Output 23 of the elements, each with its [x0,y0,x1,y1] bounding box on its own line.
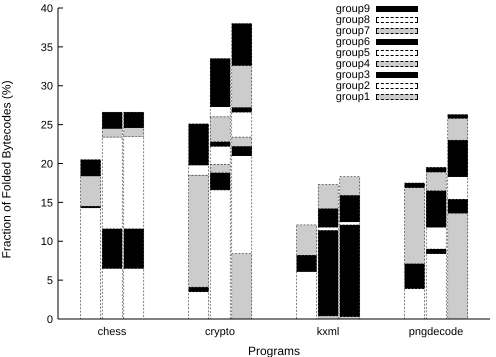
legend-label: group1 [336,90,370,102]
y-tick-label: 20 [40,158,53,170]
y-tick-label: 5 [46,275,53,288]
x-tick-label: kxml [316,326,340,338]
legend-label: group9 [336,2,370,14]
y-tick-label: 15 [40,197,53,210]
y-tick-label: 0 [46,314,53,326]
x-tick-label: chess [98,326,127,338]
legend-label: group4 [336,58,370,70]
legend-label: group8 [336,14,370,26]
x-tick-label: pngdecode [408,326,464,338]
y-tick-label: 35 [40,42,53,54]
y-tick-label: 10 [40,236,53,248]
legend-label: group7 [336,24,370,36]
legend-label: group2 [336,80,370,92]
x-tick-label: crypto [205,326,235,338]
legend-label: group6 [336,36,370,48]
y-tick-label: 30 [40,80,53,93]
y-axis-title: Fraction of Folded Bytecodes (%) [0,80,14,258]
y-tick-label: 25 [40,120,53,132]
y-tick-label: 40 [40,2,53,15]
legend-label: group3 [336,68,370,80]
legend-label: group5 [336,46,370,58]
